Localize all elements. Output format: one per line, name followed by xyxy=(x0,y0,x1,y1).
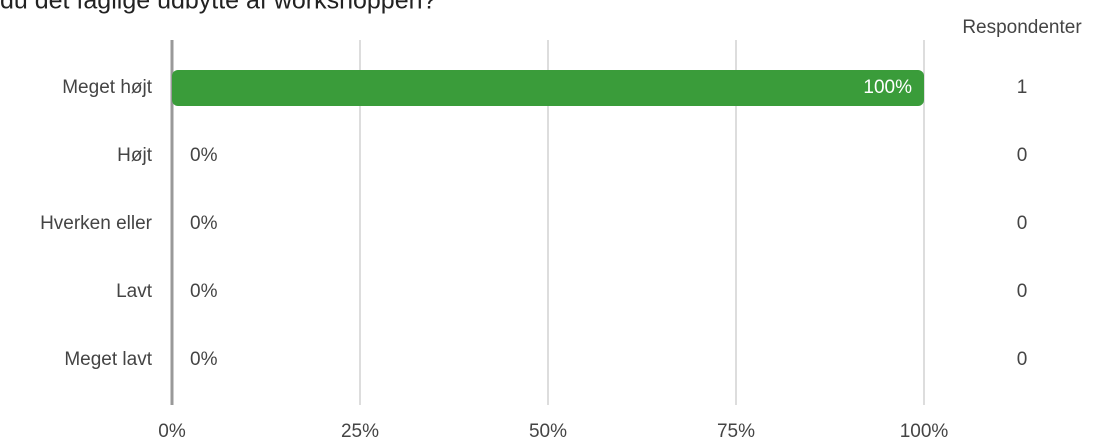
y-tick-label: Meget lavt xyxy=(64,349,152,370)
x-tick-label: 100% xyxy=(900,421,949,441)
x-tick-label: 75% xyxy=(717,421,755,441)
respondent-count: 0 xyxy=(1017,281,1028,302)
value-label: 0% xyxy=(190,145,218,166)
respondents-header: Respondenter xyxy=(962,17,1082,38)
respondent-count: 0 xyxy=(1017,349,1028,370)
respondent-count: 0 xyxy=(1017,145,1028,166)
respondent-count: 1 xyxy=(1017,77,1028,98)
value-label: 0% xyxy=(190,349,218,370)
x-tick-label: 25% xyxy=(341,421,379,441)
chart-title: du det faglige udbytte af workshoppen? xyxy=(0,0,436,15)
bar xyxy=(172,70,924,106)
x-tick-label: 50% xyxy=(529,421,567,441)
y-tick-label: Hverken eller xyxy=(40,213,153,234)
respondent-count: 0 xyxy=(1017,213,1028,234)
value-label: 0% xyxy=(190,213,218,234)
value-label: 100% xyxy=(863,77,912,98)
y-tick-label: Højt xyxy=(117,145,153,166)
y-tick-label: Meget højt xyxy=(62,77,152,98)
y-tick-label: Lavt xyxy=(116,281,153,302)
value-label: 0% xyxy=(190,281,218,302)
x-tick-label: 0% xyxy=(158,421,186,441)
